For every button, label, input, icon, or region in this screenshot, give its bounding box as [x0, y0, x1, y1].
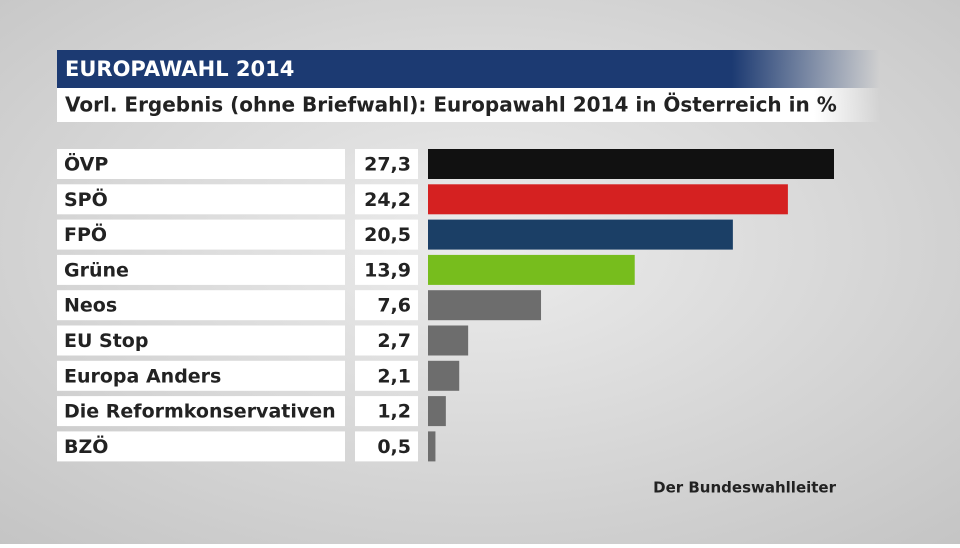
category-label: Grüne — [64, 259, 129, 281]
header-bar — [57, 50, 880, 88]
bar — [428, 360, 460, 391]
bar — [428, 325, 469, 356]
label-box — [57, 360, 345, 391]
label-box — [57, 396, 345, 427]
value-box — [355, 325, 418, 356]
category-label: BZÖ — [64, 434, 108, 458]
category-label: ÖVP — [64, 152, 108, 176]
value-box — [355, 360, 418, 391]
label-box — [57, 290, 345, 321]
label-box — [57, 149, 345, 179]
label-box — [57, 184, 345, 215]
category-label: Die Reformkonservativen — [64, 401, 336, 423]
bar — [428, 184, 788, 215]
bar — [428, 149, 834, 179]
value-label: 27,3 — [364, 154, 411, 176]
value-label: 24,2 — [364, 189, 411, 211]
value-box — [355, 184, 418, 215]
bar — [428, 290, 542, 321]
category-label: Europa Anders — [64, 365, 221, 387]
bar — [428, 396, 446, 427]
value-label: 0,5 — [377, 436, 411, 458]
bar — [428, 219, 733, 250]
label-box — [57, 254, 345, 285]
category-label: FPÖ — [64, 222, 107, 246]
value-label: 13,9 — [364, 259, 411, 281]
value-box — [355, 396, 418, 427]
category-label: EU Stop — [64, 330, 148, 352]
value-box — [355, 254, 418, 285]
value-label: 7,6 — [377, 295, 411, 317]
value-label: 2,7 — [377, 330, 411, 352]
value-box — [355, 290, 418, 321]
category-label: Neos — [64, 295, 117, 317]
value-label: 1,2 — [377, 401, 411, 423]
value-box — [355, 149, 418, 179]
header: EUROPAWAHL 2014 — [65, 57, 294, 81]
value-label: 2,1 — [377, 365, 411, 387]
bar — [428, 254, 635, 285]
title-box — [57, 88, 880, 122]
label-box — [57, 431, 345, 462]
label-box — [57, 219, 345, 250]
bar — [428, 431, 436, 462]
label-box — [57, 325, 345, 356]
chart-title: Vorl. Ergebnis (ohne Briefwahl): Europaw… — [65, 93, 837, 117]
value-box — [355, 219, 418, 250]
category-label: SPÖ — [64, 187, 108, 211]
value-label: 20,5 — [364, 224, 411, 246]
source: Der Bundeswahlleiter — [653, 479, 836, 497]
value-box — [355, 431, 418, 462]
